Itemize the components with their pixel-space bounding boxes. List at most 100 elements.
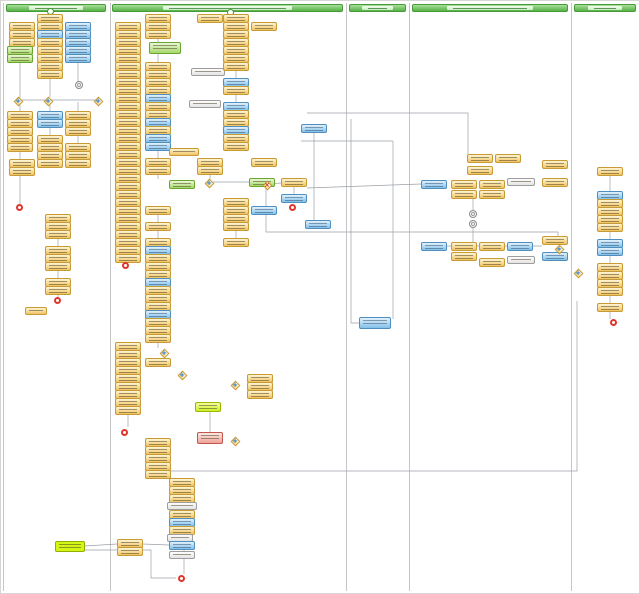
task-node[interactable] — [479, 258, 505, 267]
task-node[interactable] — [247, 390, 273, 399]
task-node[interactable] — [197, 432, 223, 444]
task-node[interactable] — [145, 206, 171, 215]
task-node[interactable] — [359, 317, 391, 329]
task-node[interactable] — [421, 242, 447, 251]
annotation-node[interactable] — [169, 551, 195, 559]
annotation-node[interactable] — [507, 256, 535, 264]
task-node[interactable] — [223, 142, 249, 151]
task-node[interactable] — [145, 358, 171, 367]
plus-marker-icon: + — [95, 96, 101, 105]
task-node[interactable] — [223, 222, 249, 231]
task-node[interactable] — [45, 262, 71, 271]
task-node[interactable] — [495, 154, 521, 163]
task-node[interactable] — [197, 166, 223, 175]
task-node[interactable] — [597, 167, 623, 176]
end-event[interactable] — [121, 429, 128, 436]
task-node[interactable] — [451, 252, 477, 261]
task-node[interactable] — [145, 470, 171, 479]
task-node[interactable] — [145, 222, 171, 231]
task-node[interactable] — [597, 287, 623, 296]
task-node[interactable] — [451, 242, 477, 251]
lane-header[interactable] — [574, 4, 636, 12]
task-node[interactable] — [467, 154, 493, 163]
task-node[interactable] — [467, 166, 493, 175]
task-node[interactable] — [195, 402, 221, 412]
task-node[interactable] — [301, 124, 327, 133]
lane-header[interactable] — [6, 4, 106, 12]
parallel-gateway-node[interactable]: + — [177, 370, 187, 380]
end-event[interactable] — [610, 319, 617, 326]
task-node[interactable] — [145, 166, 171, 175]
task-node[interactable] — [37, 70, 63, 79]
annotation-node[interactable] — [507, 178, 535, 186]
task-node[interactable] — [9, 167, 35, 176]
parallel-gateway-node[interactable]: + — [230, 436, 240, 446]
task-node[interactable] — [115, 254, 141, 263]
task-node[interactable] — [145, 334, 171, 343]
task-node[interactable] — [479, 242, 505, 251]
parallel-gateway-node[interactable]: + — [204, 178, 214, 188]
task-node[interactable] — [7, 54, 33, 63]
task-node[interactable] — [37, 119, 63, 128]
end-event[interactable] — [289, 204, 296, 211]
task-node[interactable] — [507, 242, 533, 251]
task-node[interactable] — [45, 286, 71, 295]
end-event[interactable] — [54, 297, 61, 304]
task-node[interactable] — [251, 22, 277, 31]
annotation-node[interactable] — [191, 68, 225, 76]
annotation-node[interactable] — [167, 502, 197, 510]
task-node[interactable] — [451, 190, 477, 199]
end-event[interactable] — [178, 575, 185, 582]
task-node[interactable] — [197, 14, 223, 23]
task-node[interactable] — [65, 54, 91, 63]
task-node[interactable] — [115, 406, 141, 415]
task-node[interactable] — [145, 30, 171, 39]
parallel-gateway-node[interactable]: + — [13, 96, 23, 106]
task-node[interactable] — [7, 143, 33, 152]
task-node[interactable] — [223, 62, 249, 71]
highlighted-task-node[interactable] — [55, 541, 85, 552]
end-event[interactable] — [16, 204, 23, 211]
task-node[interactable] — [479, 190, 505, 199]
task-node[interactable] — [542, 160, 568, 169]
task-node[interactable] — [597, 223, 623, 232]
task-node[interactable] — [169, 148, 199, 156]
task-node[interactable] — [117, 547, 143, 556]
lane-header[interactable] — [349, 4, 406, 12]
parallel-gateway-node[interactable]: + — [43, 96, 53, 106]
task-node[interactable] — [251, 158, 277, 167]
task-node[interactable] — [45, 230, 71, 239]
task-node[interactable] — [65, 127, 91, 136]
task-node[interactable] — [251, 206, 277, 215]
task-node[interactable] — [479, 180, 505, 189]
task-node[interactable] — [451, 180, 477, 189]
task-node[interactable] — [421, 180, 447, 189]
task-node[interactable] — [305, 220, 331, 229]
parallel-gateway-node[interactable]: + — [554, 244, 564, 254]
task-node[interactable] — [145, 142, 171, 151]
intermediate-event[interactable] — [75, 81, 83, 89]
parallel-gateway-node[interactable]: + — [573, 268, 583, 278]
task-node[interactable] — [169, 180, 195, 189]
task-node[interactable] — [281, 194, 307, 203]
annotation-node[interactable] — [189, 100, 221, 108]
intermediate-event[interactable] — [469, 220, 477, 228]
end-event[interactable] — [122, 262, 129, 269]
task-node[interactable] — [169, 541, 195, 550]
parallel-gateway-node[interactable]: + — [159, 348, 169, 358]
parallel-gateway-node[interactable]: + — [230, 380, 240, 390]
task-node[interactable] — [597, 303, 623, 312]
task-node[interactable] — [65, 159, 91, 168]
task-node[interactable] — [597, 247, 623, 256]
task-node[interactable] — [223, 238, 249, 247]
exclusive-gateway-node[interactable]: × — [262, 180, 272, 190]
task-node[interactable] — [25, 307, 47, 315]
task-node[interactable] — [281, 178, 307, 187]
task-node[interactable] — [149, 42, 181, 54]
lane-header[interactable] — [412, 4, 568, 12]
task-node[interactable] — [37, 159, 63, 168]
parallel-gateway-node[interactable]: + — [93, 96, 103, 106]
intermediate-event[interactable] — [469, 210, 477, 218]
task-node[interactable] — [223, 86, 249, 95]
task-node[interactable] — [542, 178, 568, 187]
